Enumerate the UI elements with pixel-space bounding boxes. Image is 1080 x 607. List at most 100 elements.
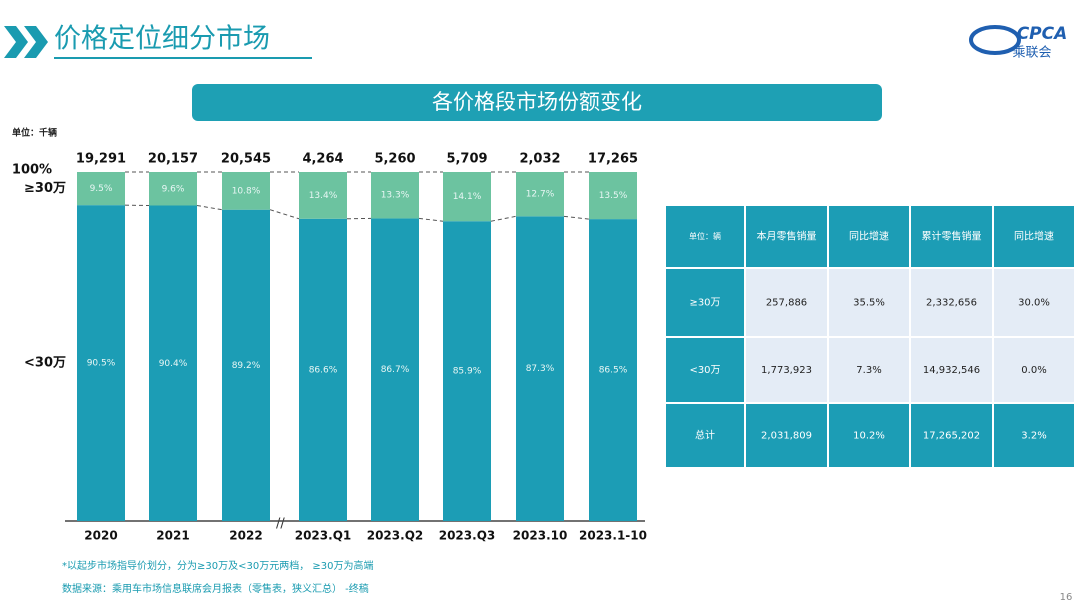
data-label: 9.6%: [162, 184, 185, 194]
table-cell: [827, 204, 911, 269]
bar-segment: [443, 221, 491, 522]
data-label: 13.4%: [309, 191, 338, 201]
x-tick-label: 2020: [84, 529, 117, 543]
total-label: 5,260: [374, 152, 415, 167]
table-cell: [992, 267, 1076, 338]
chart-banner: [192, 84, 882, 121]
bar-segment: [77, 205, 125, 521]
x-tick-label: 2023.10: [513, 529, 568, 543]
table-header: 单位：辆: [689, 231, 721, 241]
data-label: 13.5%: [599, 191, 628, 201]
table-cell: [992, 402, 1076, 469]
chart-title: 各价格段市场份额变化: [432, 90, 642, 114]
table-value: 2,031,809: [761, 431, 812, 442]
series-label: <30万: [24, 356, 66, 371]
total-label: 20,157: [148, 152, 198, 167]
bar-segment: [299, 218, 347, 522]
x-tick-label: 2023.Q1: [295, 529, 352, 543]
table-header: 本月零售销量: [757, 230, 817, 243]
total-label: 19,291: [76, 152, 126, 167]
logo-subtext: 乘联会: [1012, 46, 1051, 61]
x-tick-label: 2023.Q2: [367, 529, 424, 543]
data-label: 85.9%: [453, 367, 482, 377]
data-label: 10.8%: [232, 186, 261, 196]
table-value: <30万: [689, 365, 720, 376]
series-label: ≥30万: [24, 181, 66, 196]
table-value: 35.5%: [853, 298, 885, 309]
data-label: 86.5%: [599, 366, 628, 376]
data-label: 14.1%: [453, 192, 482, 202]
x-tick-label: 2023.Q3: [439, 529, 496, 543]
total-label: 5,709: [446, 152, 487, 167]
table-cell: [909, 204, 994, 269]
bar-segment: [443, 172, 491, 222]
table-cell: [909, 267, 994, 338]
data-label: 9.5%: [90, 184, 113, 194]
bar-segment: [516, 172, 564, 217]
bar-segment: [299, 172, 347, 219]
total-label: 20,545: [221, 152, 271, 167]
x-tick-label: 2023.1-10: [579, 529, 647, 543]
table-cell: [827, 267, 911, 338]
total-label: 2,032: [519, 152, 560, 167]
x-tick-label: 2021: [156, 529, 189, 543]
bar-segment: [516, 216, 564, 521]
data-label: 86.6%: [309, 365, 338, 375]
data-label: 90.5%: [87, 359, 116, 369]
bar-segment: [149, 172, 197, 206]
data-label: 89.2%: [232, 361, 261, 371]
bar-segment: [149, 205, 197, 521]
table-cell: [664, 267, 746, 338]
table-value: 17,265,202: [923, 431, 980, 442]
table-value: 257,886: [766, 298, 807, 309]
table-cell: [992, 336, 1076, 404]
table-value: 总计: [695, 429, 715, 442]
total-label: 17,265: [588, 152, 638, 167]
data-label: 86.7%: [381, 365, 410, 375]
connector: [269, 209, 300, 220]
table-value: 0.0%: [1021, 365, 1046, 376]
data-label: 87.3%: [526, 364, 555, 374]
table-value: 14,932,546: [923, 365, 980, 376]
logo-text: CPCA: [1017, 24, 1068, 44]
bar-segment: [589, 219, 637, 522]
axis-break: //: [276, 517, 285, 532]
chart: 100% 90.5% 9.5% 19,291 2020 90.4% 9.6% 20,157 20…: [12, 152, 647, 543]
note: *以起步市场指导价划分，分为≥30万及<30万元两档， ≥30万为高端: [62, 559, 374, 572]
chevron: [4, 26, 28, 58]
data-label: 90.4%: [159, 359, 188, 369]
table-value: 7.3%: [856, 365, 881, 376]
connector: [563, 215, 590, 220]
table-value: 3.2%: [1021, 431, 1046, 442]
table-cell: [909, 336, 994, 404]
y-tick-label: 100%: [12, 163, 52, 178]
table-cell: [827, 402, 911, 469]
total-label: 4,264: [302, 152, 343, 167]
note: 数据来源：乘用车市场信息联席会月报表（零售表，狭义汇总） -终稿: [62, 582, 369, 595]
table-value: ≥30万: [689, 298, 720, 309]
bar-segment: [222, 209, 270, 521]
x-tick-label: 2022: [229, 529, 262, 543]
table-header: 同比增速: [849, 230, 889, 243]
table-cell: [664, 204, 746, 269]
page-number: 16: [1060, 592, 1073, 603]
table-header: 同比增速: [1014, 230, 1054, 243]
table-value: 2,332,656: [926, 298, 977, 309]
connector: [196, 205, 223, 211]
bar-segment: [589, 172, 637, 220]
unit-label: 单位：千辆: [12, 127, 57, 139]
table-header: 累计零售销量: [922, 230, 982, 243]
table: 单位：辆 本月零售销量 同比增速 累计零售销量 同比增速 ≥30万 257,886 35.5%…: [664, 204, 1076, 469]
data-label: 12.7%: [526, 190, 555, 200]
bar-segment: [77, 172, 125, 206]
bar-segment: [222, 172, 270, 210]
table-cell: [744, 267, 829, 338]
chevron: [24, 26, 48, 58]
table-value: 1,773,923: [761, 365, 812, 376]
table-cell: [992, 204, 1076, 269]
data-label: 13.3%: [381, 191, 410, 201]
table-value: 10.2%: [853, 431, 885, 442]
connector: [490, 215, 517, 222]
bar-segment: [371, 172, 419, 219]
